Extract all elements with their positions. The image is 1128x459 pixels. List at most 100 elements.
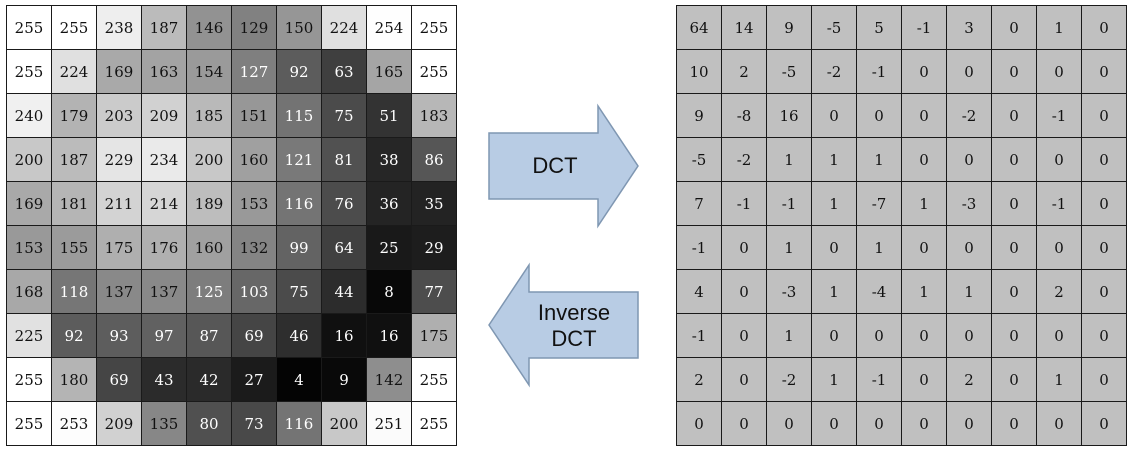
matrix-cell: 86 (411, 137, 457, 182)
matrix-cell: -1 (1036, 181, 1082, 226)
matrix-cell: 69 (96, 357, 142, 402)
matrix-cell: 155 (51, 225, 97, 270)
matrix-row: 255 255 238 187 146 129 150 224 254 255 (6, 5, 457, 50)
matrix-row: 2 0 -2 1 -1 0 2 0 1 0 (676, 357, 1127, 402)
matrix-cell: -2 (811, 49, 857, 94)
matrix-cell: 0 (946, 137, 992, 182)
matrix-cell: 0 (721, 225, 767, 270)
matrix-cell: 51 (366, 93, 412, 138)
matrix-cell: 185 (186, 93, 232, 138)
matrix-cell: 0 (1081, 181, 1127, 226)
matrix-cell: -3 (766, 269, 812, 314)
matrix-cell: 64 (321, 225, 367, 270)
matrix-cell: 81 (321, 137, 367, 182)
matrix-cell: 80 (186, 401, 232, 446)
matrix-cell: 0 (856, 93, 902, 138)
matrix-cell: 160 (231, 137, 277, 182)
matrix-row: 255 224 169 163 154 127 92 63 165 255 (6, 49, 457, 94)
matrix-cell: 116 (276, 181, 322, 226)
matrix-cell: 253 (51, 401, 97, 446)
matrix-cell: 36 (366, 181, 412, 226)
matrix-cell: 125 (186, 269, 232, 314)
matrix-cell: 0 (1081, 357, 1127, 402)
matrix-cell: 168 (6, 269, 52, 314)
matrix-cell: 181 (51, 181, 97, 226)
matrix-cell: 69 (231, 313, 277, 358)
matrix-row: 200 187 229 234 200 160 121 81 38 86 (6, 137, 457, 182)
matrix-cell: 9 (766, 5, 812, 50)
matrix-cell: 1 (766, 313, 812, 358)
matrix-cell: 137 (141, 269, 187, 314)
matrix-cell: 116 (276, 401, 322, 446)
matrix-cell: 92 (51, 313, 97, 358)
matrix-cell: 0 (766, 401, 812, 446)
matrix-cell: 146 (186, 5, 232, 50)
matrix-cell: 16 (766, 93, 812, 138)
matrix-cell: 2 (946, 357, 992, 402)
matrix-cell: 77 (411, 269, 457, 314)
dct-label: DCT (532, 153, 578, 178)
matrix-cell: 0 (721, 357, 767, 402)
matrix-cell: 43 (141, 357, 187, 402)
matrix-cell: 93 (96, 313, 142, 358)
matrix-cell: 7 (676, 181, 722, 226)
matrix-row: 4 0 -3 1 -4 1 1 0 2 0 (676, 269, 1127, 314)
matrix-cell: 118 (51, 269, 97, 314)
matrix-cell: 234 (141, 137, 187, 182)
matrix-cell: 87 (186, 313, 232, 358)
matrix-cell: 175 (411, 313, 457, 358)
matrix-cell: 183 (411, 93, 457, 138)
matrix-cell: 63 (321, 49, 367, 94)
matrix-cell: 3 (946, 5, 992, 50)
matrix-cell: 121 (276, 137, 322, 182)
matrix-cell: 0 (991, 225, 1037, 270)
matrix-row: 7 -1 -1 1 -7 1 -3 0 -1 0 (676, 181, 1127, 226)
matrix-cell: 0 (1036, 401, 1082, 446)
matrix-cell: -5 (676, 137, 722, 182)
matrix-cell: 160 (186, 225, 232, 270)
matrix-cell: 165 (366, 49, 412, 94)
matrix-cell: -1 (676, 225, 722, 270)
matrix-cell: 254 (366, 5, 412, 50)
matrix-cell: 97 (141, 313, 187, 358)
matrix-cell: 0 (676, 401, 722, 446)
matrix-cell: 0 (946, 49, 992, 94)
matrix-cell: 150 (276, 5, 322, 50)
matrix-cell: -1 (856, 357, 902, 402)
matrix-cell: 240 (6, 93, 52, 138)
matrix-cell: 99 (276, 225, 322, 270)
matrix-cell: 187 (141, 5, 187, 50)
matrix-cell: 255 (6, 401, 52, 446)
matrix-cell: 0 (991, 269, 1037, 314)
matrix-cell: -1 (856, 49, 902, 94)
matrix-cell: 64 (676, 5, 722, 50)
matrix-cell: -2 (721, 137, 767, 182)
matrix-cell: 189 (186, 181, 232, 226)
matrix-cell: 224 (51, 49, 97, 94)
matrix-cell: -3 (946, 181, 992, 226)
matrix-cell: 0 (811, 225, 857, 270)
matrix-cell: 0 (901, 93, 947, 138)
matrix-cell: 9 (676, 93, 722, 138)
matrix-row: 10 2 -5 -2 -1 0 0 0 0 0 (676, 49, 1127, 94)
matrix-cell: 200 (321, 401, 367, 446)
matrix-cell: 0 (1081, 225, 1127, 270)
matrix-cell: 0 (901, 357, 947, 402)
matrix-cell: 129 (231, 5, 277, 50)
matrix-cell: 229 (96, 137, 142, 182)
matrix-cell: -1 (721, 181, 767, 226)
matrix-cell: 0 (991, 181, 1037, 226)
matrix-cell: -1 (766, 181, 812, 226)
matrix-row: 169 181 211 214 189 153 116 76 36 35 (6, 181, 457, 226)
matrix-cell: 200 (186, 137, 232, 182)
matrix-cell: 0 (721, 269, 767, 314)
matrix-cell: 255 (6, 5, 52, 50)
matrix-cell: 0 (901, 49, 947, 94)
inverse-label-line1: Inverse (537, 300, 611, 325)
matrix-cell: 0 (1081, 269, 1127, 314)
matrix-cell: 35 (411, 181, 457, 226)
matrix-cell: 187 (51, 137, 97, 182)
matrix-cell: 46 (276, 313, 322, 358)
matrix-cell: 153 (6, 225, 52, 270)
